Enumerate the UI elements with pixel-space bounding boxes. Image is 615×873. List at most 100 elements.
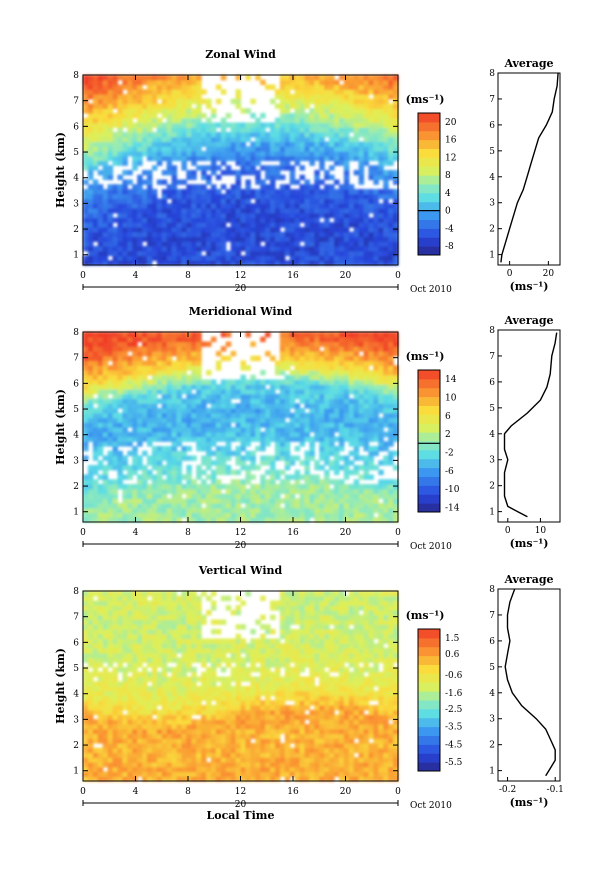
heatmap-cell <box>176 422 183 428</box>
heatmap-cell <box>329 103 335 109</box>
heatmap-cell <box>334 208 340 214</box>
heatmap-cell <box>368 170 374 176</box>
heatmap-cell <box>329 384 335 390</box>
heatmap-cell <box>250 203 256 209</box>
heatmap-cell <box>363 393 370 400</box>
heatmap-cell <box>137 460 143 466</box>
heatmap-cell <box>186 136 192 143</box>
heatmap-cell <box>284 360 291 366</box>
heatmap-cell <box>206 236 212 242</box>
heatmap-cell <box>309 450 315 457</box>
heatmap-cell <box>92 75 99 81</box>
heatmap-cell <box>250 255 256 261</box>
heatmap-cell <box>329 165 335 171</box>
heatmap-cell <box>166 484 173 490</box>
heatmap-cell <box>127 141 133 147</box>
heatmap-cell <box>112 113 119 119</box>
heatmap-cell <box>181 403 187 409</box>
heatmap-cell <box>181 193 187 200</box>
heatmap-cell <box>107 165 114 171</box>
colorbar-swatch <box>418 387 440 398</box>
heatmap-cell <box>274 517 281 523</box>
heatmap-cell <box>343 389 350 395</box>
heatmap-cell <box>368 246 374 252</box>
heatmap-cell <box>393 752 399 758</box>
heatmap-cell <box>338 403 345 409</box>
heatmap-cell <box>210 250 217 257</box>
heatmap-cell <box>353 227 360 233</box>
heatmap-cell <box>255 427 261 433</box>
heatmap-cell <box>186 503 192 509</box>
heatmap-cell <box>151 417 158 423</box>
heatmap-cell <box>265 503 271 509</box>
heatmap-cell <box>161 246 168 252</box>
heatmap-cell <box>87 227 94 233</box>
heatmap-cell <box>186 766 192 773</box>
heatmap-cell <box>181 255 187 261</box>
heatmap-cell <box>304 752 310 758</box>
heatmap-cell <box>245 189 251 195</box>
heatmap-cell <box>102 360 109 366</box>
heatmap-cell <box>334 189 340 195</box>
heatmap-cell <box>171 512 178 518</box>
heatmap-cell <box>240 427 247 433</box>
heatmap-cell <box>324 208 330 214</box>
heatmap-cell <box>206 393 212 400</box>
heatmap-cell <box>206 174 212 181</box>
heatmap-cell <box>191 108 197 114</box>
heatmap-cell <box>274 408 281 414</box>
heatmap-cell <box>156 141 163 147</box>
heatmap-cell <box>117 351 123 357</box>
heatmap-cell <box>127 474 133 480</box>
heatmap-cell <box>201 165 207 171</box>
heatmap-cell <box>92 398 99 404</box>
heatmap-cell <box>363 762 370 768</box>
heatmap-cell <box>220 141 227 147</box>
heatmap-cell <box>97 255 104 261</box>
heatmap-cell <box>161 747 168 754</box>
heatmap-cell <box>319 84 325 90</box>
heatmap-cell <box>279 427 286 433</box>
heatmap-cell <box>142 141 148 147</box>
heatmap-cell <box>97 231 104 238</box>
heatmap-cell <box>83 136 89 143</box>
heatmap-cell <box>250 403 256 409</box>
heatmap-cell <box>250 455 256 461</box>
heatmap-cell <box>225 217 232 223</box>
heatmap-cell <box>102 412 109 419</box>
heatmap-cell <box>383 488 389 495</box>
heatmap-cell <box>358 341 365 347</box>
heatmap-cell <box>324 517 330 523</box>
heatmap-cell <box>338 241 345 247</box>
heatmap-cell <box>304 155 310 162</box>
heatmap-cell <box>87 507 94 514</box>
heatmap-cell <box>393 146 399 152</box>
heatmap-cell <box>373 465 379 471</box>
heatmap-cell <box>186 122 192 128</box>
heatmap-cell <box>338 260 345 266</box>
heatmap-cell <box>289 189 296 195</box>
heatmap-cell <box>294 412 301 419</box>
heatmap-cell <box>383 231 389 238</box>
heatmap-cell <box>87 474 94 480</box>
heatmap-cell <box>83 412 89 419</box>
heatmap-cell <box>250 389 256 395</box>
heatmap-cell <box>171 98 178 105</box>
heatmap-cell <box>235 203 242 209</box>
heatmap-cell <box>274 384 281 390</box>
heatmap-cell <box>87 776 94 782</box>
heatmap-cell <box>329 127 335 133</box>
heatmap-cell <box>319 365 325 371</box>
heatmap-cell <box>112 431 119 438</box>
heatmap-cell <box>329 417 335 423</box>
heatmap-cell <box>220 151 227 157</box>
heatmap-cell <box>304 250 310 257</box>
heatmap-cell <box>196 89 202 95</box>
heatmap-cell <box>304 227 310 233</box>
heatmap-cell <box>343 474 350 480</box>
heatmap-cell <box>225 493 232 499</box>
heatmap-cell <box>146 507 153 514</box>
heatmap-cell <box>274 370 281 376</box>
heatmap-cell <box>132 94 138 100</box>
heatmap-cell <box>146 346 153 352</box>
